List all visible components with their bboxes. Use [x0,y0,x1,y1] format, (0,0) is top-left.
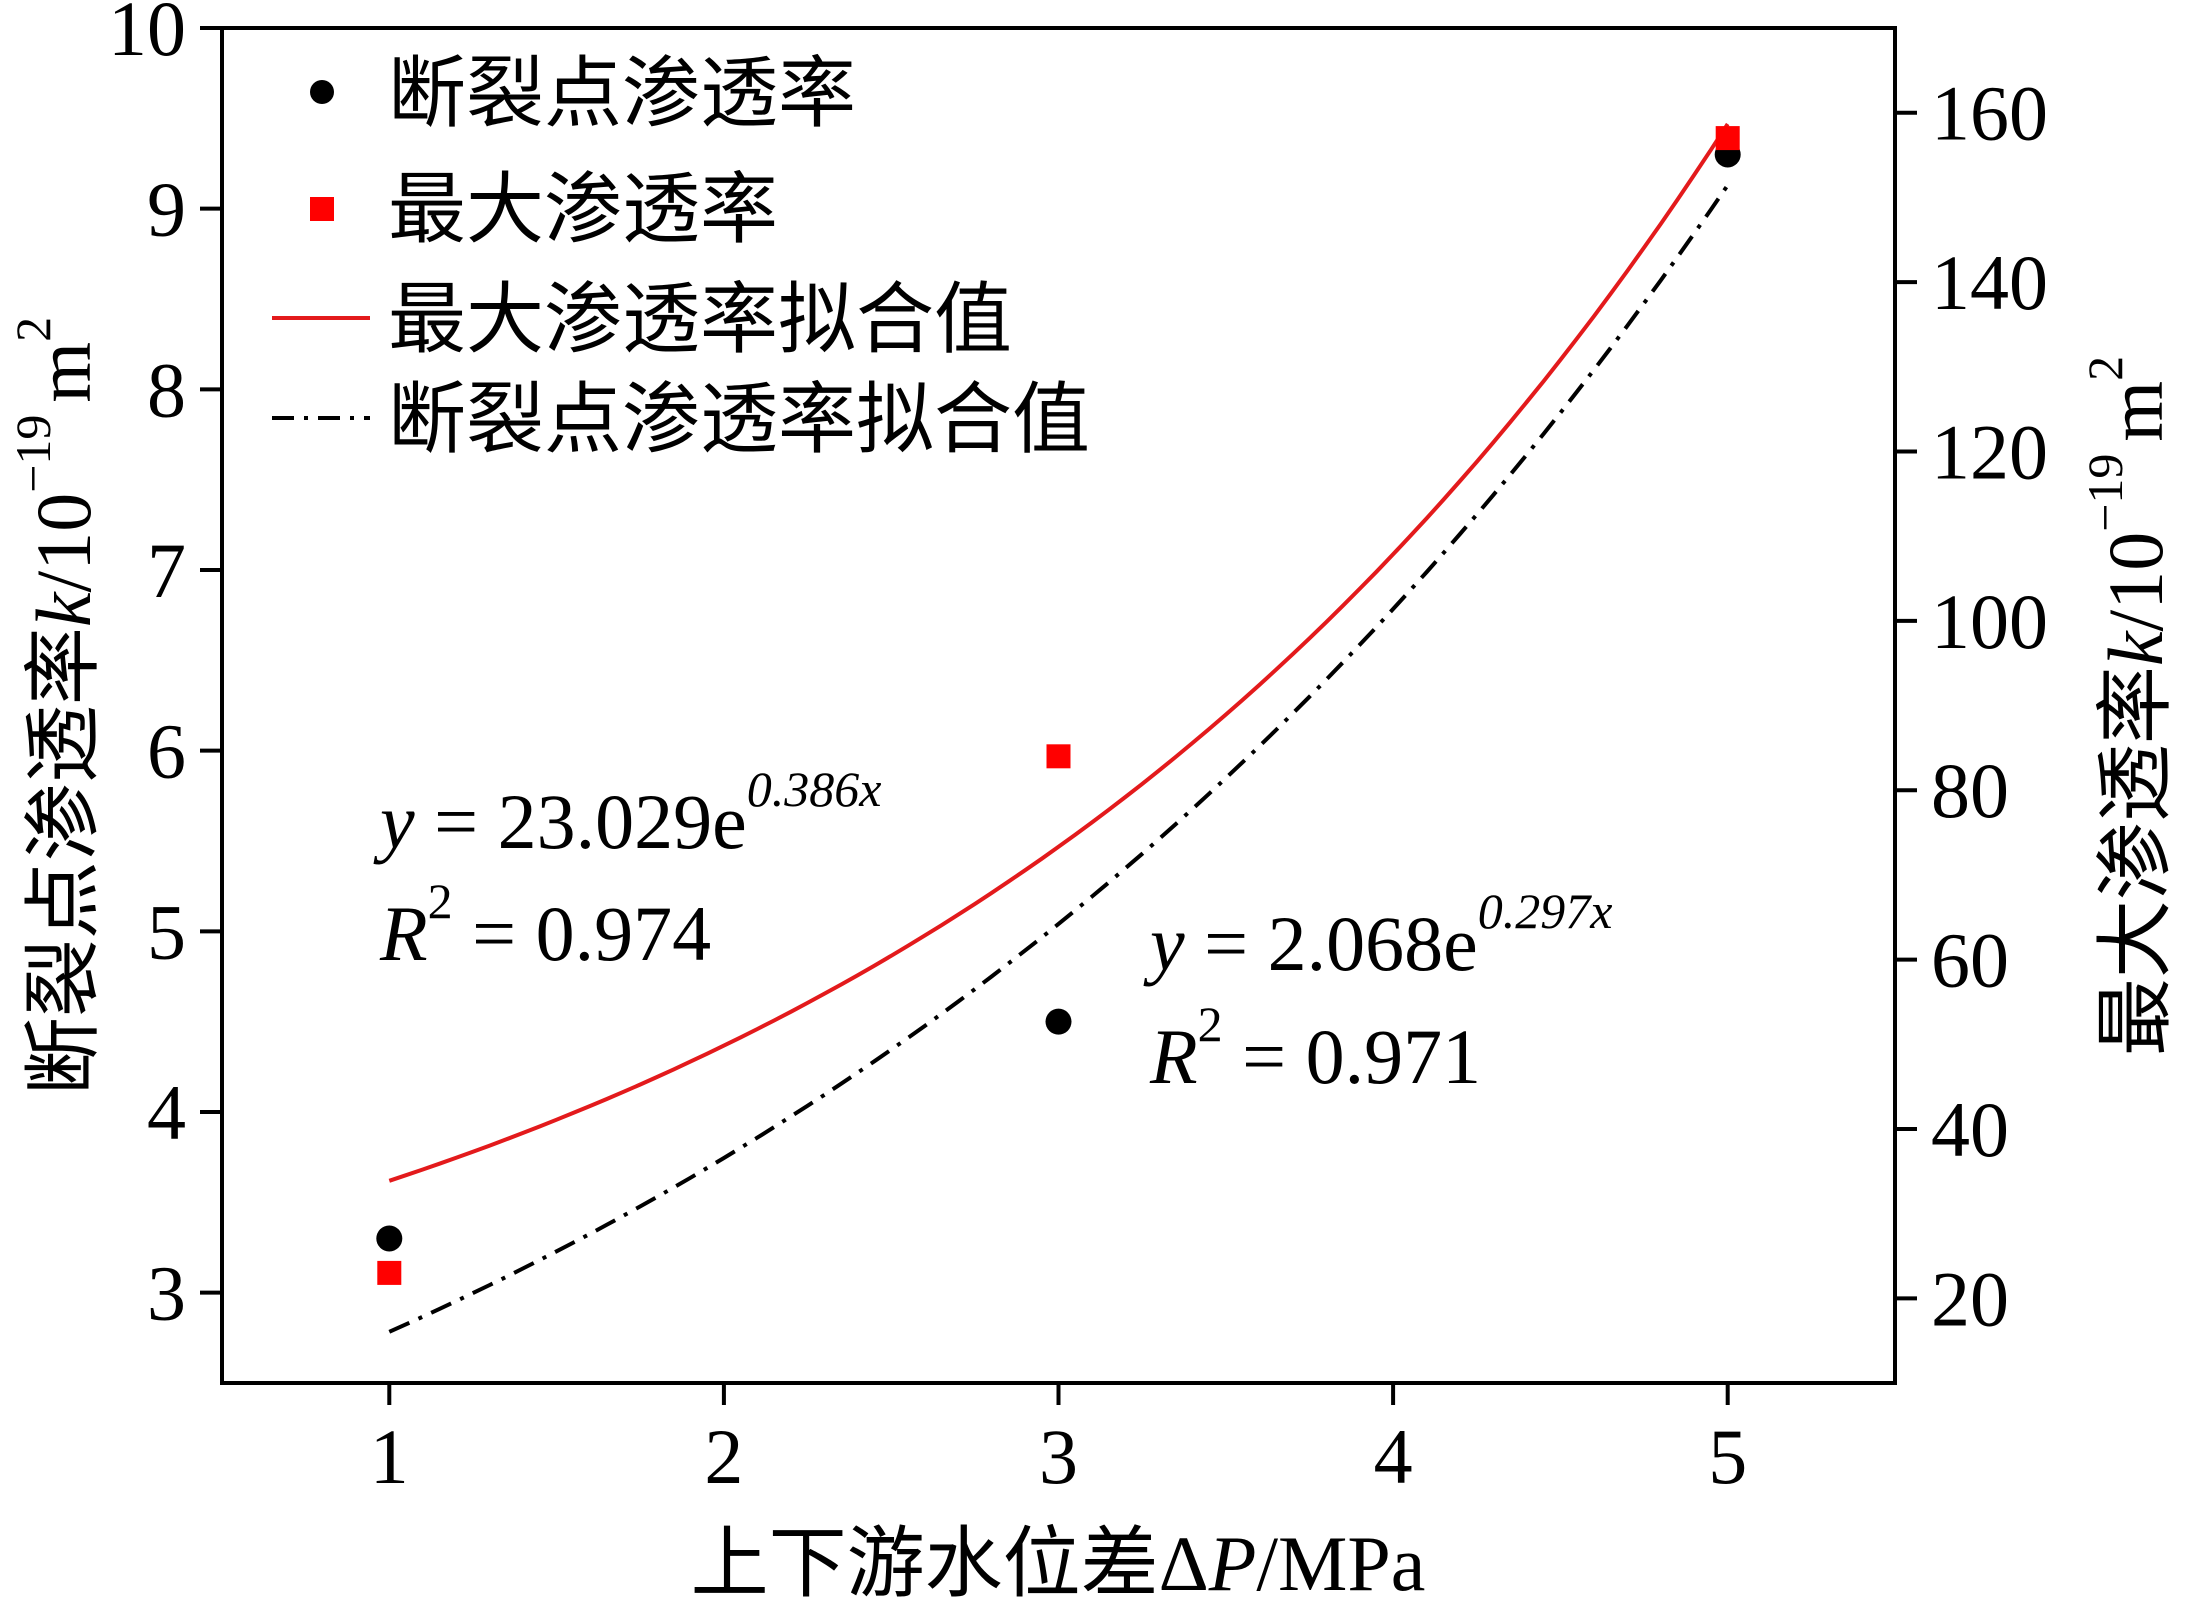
y-left-tick-label: 10 [108,0,186,72]
y-left-tick-label: 3 [147,1250,186,1337]
y-right-tick-label: 160 [1931,70,2048,157]
r2-break-fit: R2 = 0.971 [1149,996,1481,1100]
y-right-tick-label: 140 [1931,239,2048,326]
y-axis-left-title: 断裂点渗透率k/10−19m2 [5,317,107,1095]
y-right-tick-label: 60 [1931,917,2009,1004]
legend-label-max-fit: 最大渗透率拟合值 [388,276,1012,363]
fit-curve-break [388,184,1730,1334]
equation-break-fit: y = 2.068e0.297x [1143,883,1612,987]
point-break [376,1225,403,1252]
point-max [1046,744,1071,769]
legend-label-break-fit: 断裂点渗透率拟合值 [388,376,1090,463]
x-axis-title: 上下游水位差ΔP/MPa [691,1520,1426,1606]
point-max [1715,126,1740,151]
y-left-tick-label: 6 [147,708,186,795]
y-left-tick-label: 7 [147,527,186,614]
annotation-break-fit: y = 2.068e0.297x R2 = 0.971 [1143,883,1612,1100]
legend: 断裂点渗透率 最大渗透率 最大渗透率拟合值 断裂点渗透率拟合值 [272,50,1090,463]
fit-curve-max [388,122,1730,1183]
y-left-tick-label: 8 [147,346,186,433]
legend-marker-square [310,197,334,221]
x-tick-label: 5 [1708,1413,1747,1500]
y-axis-right-title: 最大渗透率k/10−19m2 [2077,356,2179,1056]
legend-marker-circle [310,80,334,104]
x-tick-label: 1 [370,1413,409,1500]
legend-label-max: 最大渗透率 [388,166,778,253]
x-tick-label: 2 [704,1413,743,1500]
y-right-tick-label: 100 [1931,578,2048,665]
y-right-tick-label: 40 [1931,1086,2009,1173]
x-tick-label: 4 [1374,1413,1413,1500]
point-break [1045,1008,1072,1035]
y-left-tick-label: 5 [147,888,186,975]
point-max [377,1260,402,1285]
annotation-max-fit: y = 23.029e0.386x R2 = 0.974 [373,761,881,977]
x-tick-label: 3 [1039,1413,1078,1500]
equation-max-fit: y = 23.029e0.386x [373,761,881,865]
y-right-tick-label: 80 [1931,747,2009,834]
r2-max-fit: R2 = 0.974 [379,873,711,977]
axis-ticks: 1 2 3 4 5 3 4 5 6 7 8 9 10 20 40 60 80 100 120 140 160 [108,0,2048,1500]
y-right-tick-label: 120 [1931,408,2048,495]
y-left-tick-label: 4 [147,1069,186,1156]
legend-label-break: 断裂点渗透率 [388,50,856,137]
y-left-tick-label: 9 [147,166,186,253]
y-right-tick-label: 20 [1931,1255,2009,1342]
data-marks [376,122,1741,1334]
